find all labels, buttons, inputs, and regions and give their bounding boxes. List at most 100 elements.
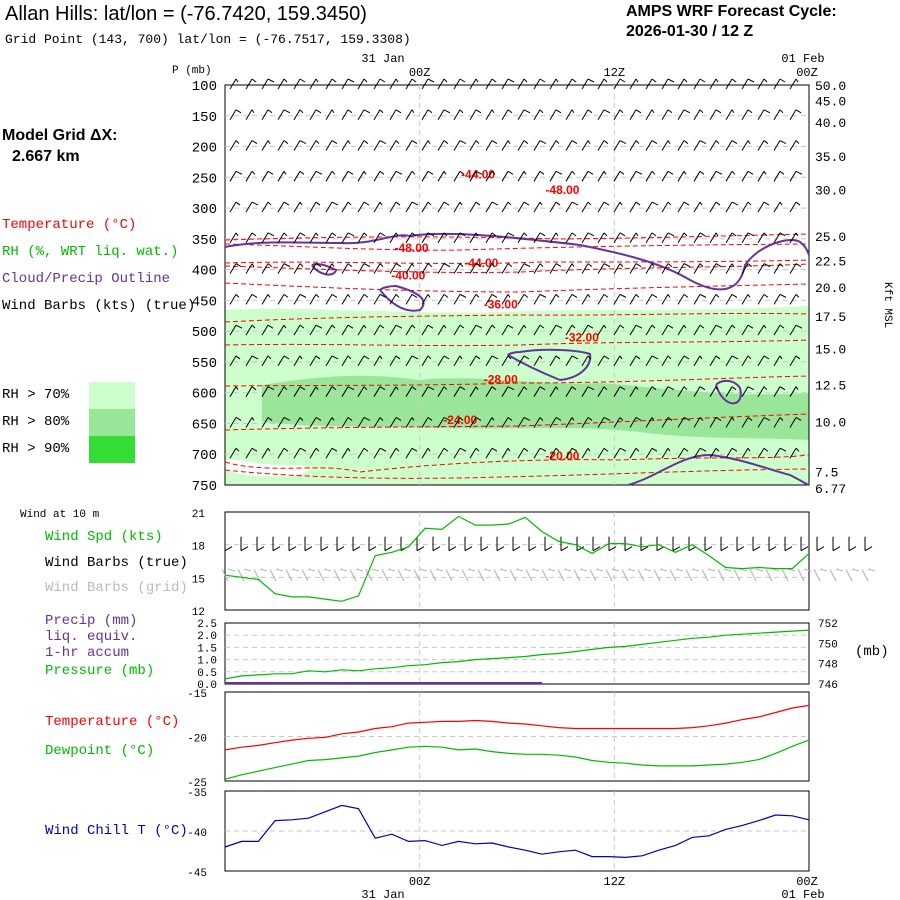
wind-barb <box>245 78 257 90</box>
wind-barb-flag <box>299 417 304 421</box>
wind-barb <box>517 109 531 121</box>
wind-barb-shaft <box>773 171 781 182</box>
wind-barb <box>517 78 528 90</box>
wind-barb-shaft <box>469 324 477 336</box>
wind-barb-flag <box>331 355 339 360</box>
wind-barb <box>341 232 355 244</box>
wind-barb-shaft <box>469 355 477 367</box>
surface-wind-barb-flag <box>720 546 729 552</box>
windchill-tick-label: -45 <box>187 868 207 880</box>
wind-barb-shaft <box>709 78 717 90</box>
wind-barb-shaft <box>357 78 365 90</box>
grid-wind-barb <box>589 568 597 582</box>
wind-barb <box>581 386 595 397</box>
wind-barb-shaft <box>373 140 381 151</box>
wind-barb-shaft <box>725 263 733 274</box>
wind-barb-flag <box>507 294 511 298</box>
wind-barb <box>677 355 690 367</box>
wind-barb-flag <box>459 355 463 360</box>
wind-barb <box>421 355 432 367</box>
wind-barb-flag <box>747 447 751 452</box>
wind-barb-flag <box>731 355 739 360</box>
wind-barb-shaft <box>549 294 557 305</box>
wind-barb <box>501 294 511 305</box>
temperature-contour <box>224 375 810 387</box>
wind-barb-shaft <box>437 201 445 213</box>
wind-barb-flag <box>747 109 753 114</box>
wind-barb-flag <box>795 201 801 206</box>
wind-barb-shaft <box>389 447 397 459</box>
wind-barb <box>261 170 274 182</box>
wind-barb <box>373 355 383 367</box>
wind-barb <box>229 294 240 305</box>
wind-barb <box>373 263 384 274</box>
wind-barb-shaft <box>613 109 621 121</box>
wind-barb-flag <box>283 447 289 452</box>
legend-cloud-outline: Cloud/Precip Outline <box>2 271 171 287</box>
wind-barb-shaft <box>517 232 525 244</box>
wind-barb <box>421 78 435 90</box>
windchill-label: Wind Chill T (°C) <box>45 823 188 839</box>
wind-barb <box>421 201 432 213</box>
wind-barb-flag <box>251 417 255 421</box>
wind-barb <box>629 386 639 397</box>
temperature-contour-label: -20.00 <box>545 449 579 463</box>
wind-barb <box>549 447 560 459</box>
wind-barb-flag <box>603 324 607 329</box>
wind-barb-shaft <box>709 324 717 336</box>
wind-barb <box>693 232 706 244</box>
wind-barb-flag <box>651 232 657 237</box>
wind-barb-shaft <box>309 324 317 336</box>
wind-barb-shaft <box>613 417 621 428</box>
wind-barb-shaft <box>453 109 461 121</box>
wind-barb-flag <box>443 109 451 114</box>
wind-barb <box>773 324 785 336</box>
wind-barb-shaft <box>677 109 685 121</box>
wind-barb-flag <box>299 170 305 175</box>
wind-barb-flag <box>523 417 531 421</box>
wind-barb <box>677 109 691 121</box>
wind-barb-flag <box>795 447 800 452</box>
wind-barb-flag <box>779 140 787 144</box>
wind-barb-flag <box>523 171 527 175</box>
wind-barb-flag <box>443 171 447 175</box>
wind-barb-flag <box>235 78 239 83</box>
grid-wind-barb <box>413 568 421 582</box>
wind-barb-shaft <box>325 417 333 428</box>
wind-barb-flag <box>731 417 735 421</box>
wind-barb-flag <box>315 324 323 329</box>
wind-barb-flag <box>651 447 658 452</box>
wind-barb-flag <box>587 140 591 144</box>
wind-barb <box>293 386 306 397</box>
wind-barb <box>325 263 335 274</box>
wind-barb-flag <box>795 109 802 114</box>
wind-barb <box>373 109 384 121</box>
wind-barb <box>757 324 767 336</box>
wind-barb <box>309 355 321 367</box>
wind-barb-shaft <box>341 263 349 274</box>
wind-barb-flag <box>779 201 783 206</box>
wind-barb-flag <box>507 170 514 175</box>
wind-barb-shaft <box>245 171 253 182</box>
wind-barb <box>725 78 737 90</box>
wind-barb <box>405 355 419 367</box>
wind-barb <box>757 232 768 244</box>
wind-barb-shaft <box>565 447 573 459</box>
wind-barb-flag <box>747 417 753 421</box>
wind-barb-flag <box>683 232 688 237</box>
wind-barb <box>581 355 592 367</box>
wind-barb <box>453 263 464 274</box>
wind-barb-flag <box>731 386 737 391</box>
wind-barb <box>437 324 447 336</box>
wind-barb <box>741 140 751 151</box>
wind-barb-flag <box>251 324 256 329</box>
wind-barb <box>645 355 659 367</box>
wind-barb-shaft <box>437 140 445 151</box>
wind-barb-flag <box>587 232 595 237</box>
wind-barb <box>613 324 625 336</box>
wind-barb-flag <box>347 355 352 360</box>
precip-tick-label: 1.0 <box>197 656 217 668</box>
wind-barb-flag <box>283 171 287 175</box>
wind-barb-shaft <box>757 386 765 397</box>
forecast-cycle-value: 2026-01-30 / 12 Z <box>626 23 754 40</box>
